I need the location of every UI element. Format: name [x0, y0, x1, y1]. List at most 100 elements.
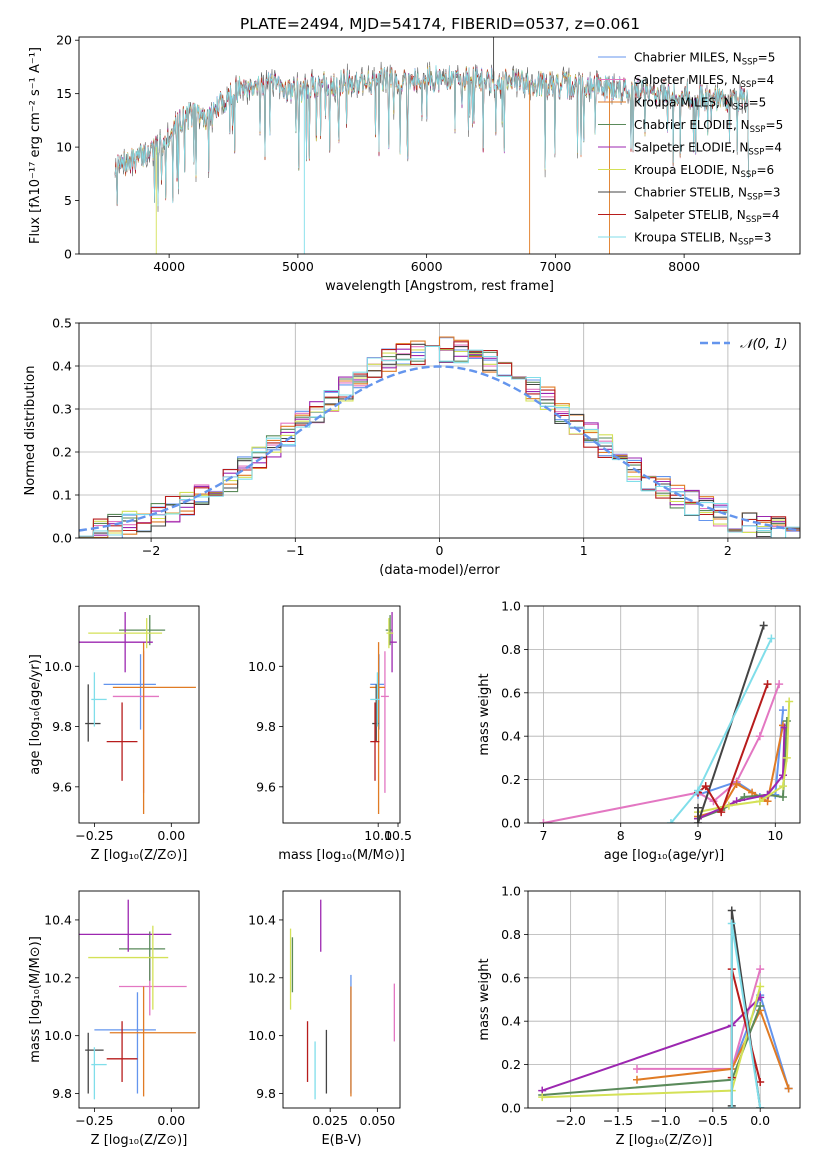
axes-frame	[78, 605, 200, 824]
spectrum-axes: 4000 5000 6000 7000 8000 0 5 10 15 20 wavelength […	[28, 33, 801, 294]
weight-marker	[756, 1002, 765, 1011]
y-tick-label: 0.0	[501, 816, 521, 831]
y-tick-label: 0.2	[501, 1057, 521, 1072]
residuals-plot-area	[79, 336, 800, 538]
weight-line-4	[541, 996, 761, 1092]
y-axis-label: mass [log₁₀(M/M⊙)]	[28, 936, 43, 1063]
x-axis-label: Z [log₁₀(Z/Z⊙)]	[616, 1133, 713, 1148]
weight-marker	[632, 1075, 641, 1084]
weight-marker	[694, 786, 702, 795]
y-tick-label: 0	[64, 247, 72, 262]
weight-marker	[775, 680, 784, 689]
x-axis-label: wavelength [Angstrom, rest frame]	[325, 279, 554, 294]
residuals-axes: −2 −1 0 1 2 0.0 0.1 0.2 0.3 0.4 0.5 (data-model)/er…	[23, 316, 801, 578]
figure-title: PLATE=2494, MJD=54174, FIBERID=0537, z=0…	[240, 15, 640, 33]
weight-marker	[784, 1084, 793, 1093]
y-tick-label: 5	[64, 193, 72, 208]
y-tick-label: 9.8	[256, 719, 276, 734]
legend-label-8: Kroupa STELIB, NSSP=3	[634, 231, 772, 248]
x-tick-label: 4000	[153, 259, 185, 274]
x-tick-label: 8	[617, 828, 625, 843]
age_vs_mass-plot-area	[369, 612, 397, 814]
x-tick-label: 1	[580, 543, 588, 558]
weight-line-1	[543, 683, 781, 823]
y-tick-label: 10.0	[44, 659, 72, 674]
x-tick-label: −0.5	[698, 1113, 728, 1128]
y-tick-label: 20	[56, 33, 72, 48]
legend-label-6: Chabrier STELIB, NSSP=3	[634, 186, 781, 203]
weight-marker	[782, 753, 791, 762]
x-tick-label: 0.00	[157, 1113, 185, 1128]
y-tick-label: 10.0	[248, 1028, 276, 1043]
legend-gaussian-label: 𝒩(0, 1)	[740, 337, 787, 352]
y-tick-label: 10.2	[248, 970, 276, 985]
axes-frame	[282, 605, 401, 824]
y-tick-label: 0.4	[501, 729, 521, 744]
age_vs_Z-plot-area	[79, 612, 196, 814]
y-tick-label: 9.8	[256, 1086, 276, 1101]
weight_vs_Z-axes: −2.0 −1.5 −1.0 −0.5 0.0 0.0 0.2 0.4 0.6 0.8 1.0 Z […	[477, 884, 801, 1148]
weight-marker	[727, 906, 736, 915]
weight-marker	[756, 965, 765, 974]
weight-marker	[538, 1093, 547, 1102]
x-tick-label: 10.5	[384, 828, 412, 843]
x-tick-label: −1	[286, 543, 304, 558]
x-tick-label: 0.025	[312, 1113, 348, 1128]
legend-label-5: Kroupa ELODIE, NSSP=6	[634, 163, 774, 180]
weight-line-6	[697, 625, 765, 823]
x-tick-label: 9	[694, 828, 702, 843]
x-tick-label: 0	[436, 543, 444, 558]
x-axis-label: Z [log₁₀(Z/Z⊙)]	[91, 848, 188, 863]
weight-marker	[779, 771, 787, 780]
y-tick-label: 1.0	[501, 599, 521, 614]
y-axis-label: Normed distribution	[23, 366, 38, 496]
y-tick-label: 10	[56, 140, 72, 155]
legend-label-7: Salpeter STELIB, NSSP=4	[634, 208, 779, 225]
weight-marker	[694, 819, 702, 823]
y-tick-label: 10.4	[44, 912, 72, 927]
weight-marker	[759, 621, 768, 630]
mass_vs_Z-axes: −0.25 0.00 9.8 10.0 10.2 10.4 Z [log₁₀(Z/Z⊙)] m…	[28, 890, 200, 1148]
weight-marker	[539, 819, 548, 823]
y-tick-label: 1.0	[501, 884, 521, 899]
weight-marker	[756, 982, 765, 991]
weight-line-2	[697, 725, 784, 818]
x-axis-label: E(B-V)	[321, 1133, 361, 1148]
mass_vs_ebv-axes: 0.025 0.050 9.8 10.0 10.2 10.4 E(B-V)	[248, 890, 401, 1148]
y-tick-label: 10.0	[44, 1028, 72, 1043]
weight-marker	[701, 782, 710, 791]
x-axis-label: (data-model)/error	[379, 563, 500, 578]
y-axis-label: age [log₁₀(age/yr)]	[28, 654, 43, 775]
x-tick-label: 7000	[539, 259, 571, 274]
x-tick-label: −1.5	[603, 1113, 633, 1128]
y-axis-label: mass weight	[477, 958, 492, 1040]
y-tick-label: 0.0	[501, 1101, 521, 1116]
weight-marker	[779, 706, 787, 715]
y-tick-label: 9.6	[256, 779, 276, 794]
weight-marker	[717, 808, 726, 817]
x-tick-label: −0.25	[75, 1113, 113, 1128]
x-tick-label: 10	[767, 828, 783, 843]
axes-frame	[527, 605, 801, 824]
mass_vs_Z-plot-area	[79, 899, 196, 1100]
weight-marker	[727, 1104, 736, 1108]
x-tick-label: 6000	[411, 259, 443, 274]
y-tick-label: 0.1	[52, 488, 72, 503]
weight_vs_Z-plot-area	[538, 906, 793, 1108]
legend-label-0: Chabrier MILES, NSSP=5	[634, 51, 775, 68]
axes-frame	[78, 322, 801, 539]
spectrum-legend: Chabrier MILES, NSSP=5 Salpeter MILES, NS…	[598, 51, 783, 248]
x-tick-label: −2	[142, 543, 160, 558]
y-tick-label: 0.4	[52, 359, 72, 374]
spectrum-line-8	[114, 64, 749, 207]
x-axis-label: mass [log₁₀(M/M⊙)]	[278, 848, 405, 863]
age_vs_Z-axes: −0.25 0.00 9.6 9.8 10.0 Z [log₁₀(Z/Z⊙)] age [l…	[28, 605, 200, 863]
y-tick-label: 9.8	[52, 719, 72, 734]
x-axis-label: Z [log₁₀(Z/Z⊙)]	[91, 1133, 188, 1148]
weight-marker	[763, 680, 772, 689]
y-axis-label: Flux [fλ10⁻¹⁷ erg cm⁻² s⁻¹ A⁻¹]	[28, 47, 43, 244]
x-tick-label: 2	[724, 543, 732, 558]
x-tick-label: 5000	[282, 259, 314, 274]
